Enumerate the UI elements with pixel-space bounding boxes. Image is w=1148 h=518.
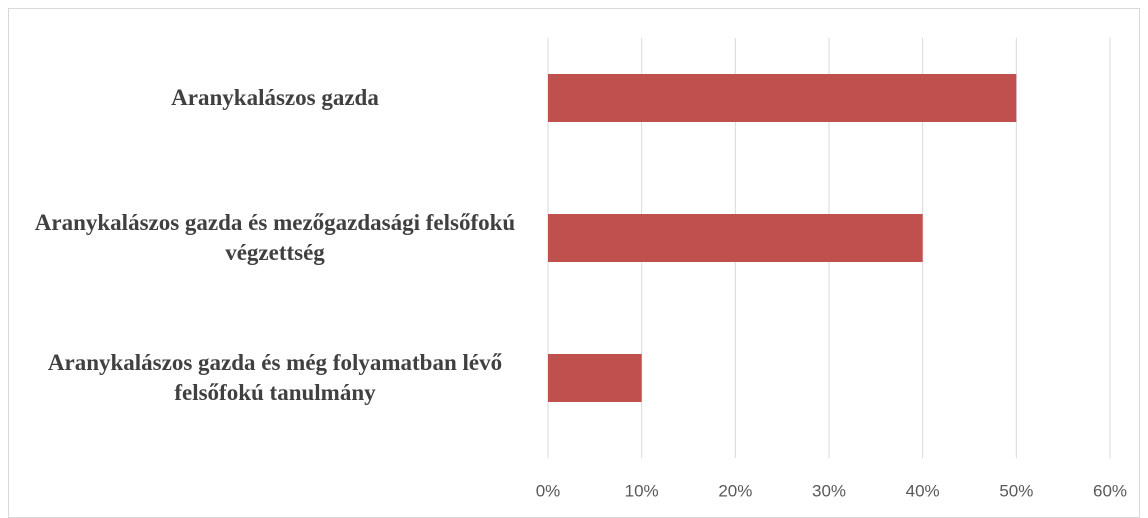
category-label: Aranykalászos gazda (171, 85, 379, 110)
x-tick-label: 30% (812, 481, 846, 500)
x-tick-label: 60% (1093, 481, 1127, 500)
x-tick-label: 0% (536, 481, 561, 500)
x-tick-label: 10% (625, 481, 659, 500)
category-label: Aranykalászos gazda és még folyamatban l… (47, 350, 503, 405)
x-tick-label: 50% (999, 481, 1033, 500)
bar (548, 214, 923, 262)
x-tick-label: 20% (718, 481, 752, 500)
x-tick-label: 40% (906, 481, 940, 500)
category-label: Aranykalászos gazda és mezőgazdasági fel… (34, 210, 516, 265)
bar (548, 354, 642, 402)
bar (548, 74, 1017, 122)
